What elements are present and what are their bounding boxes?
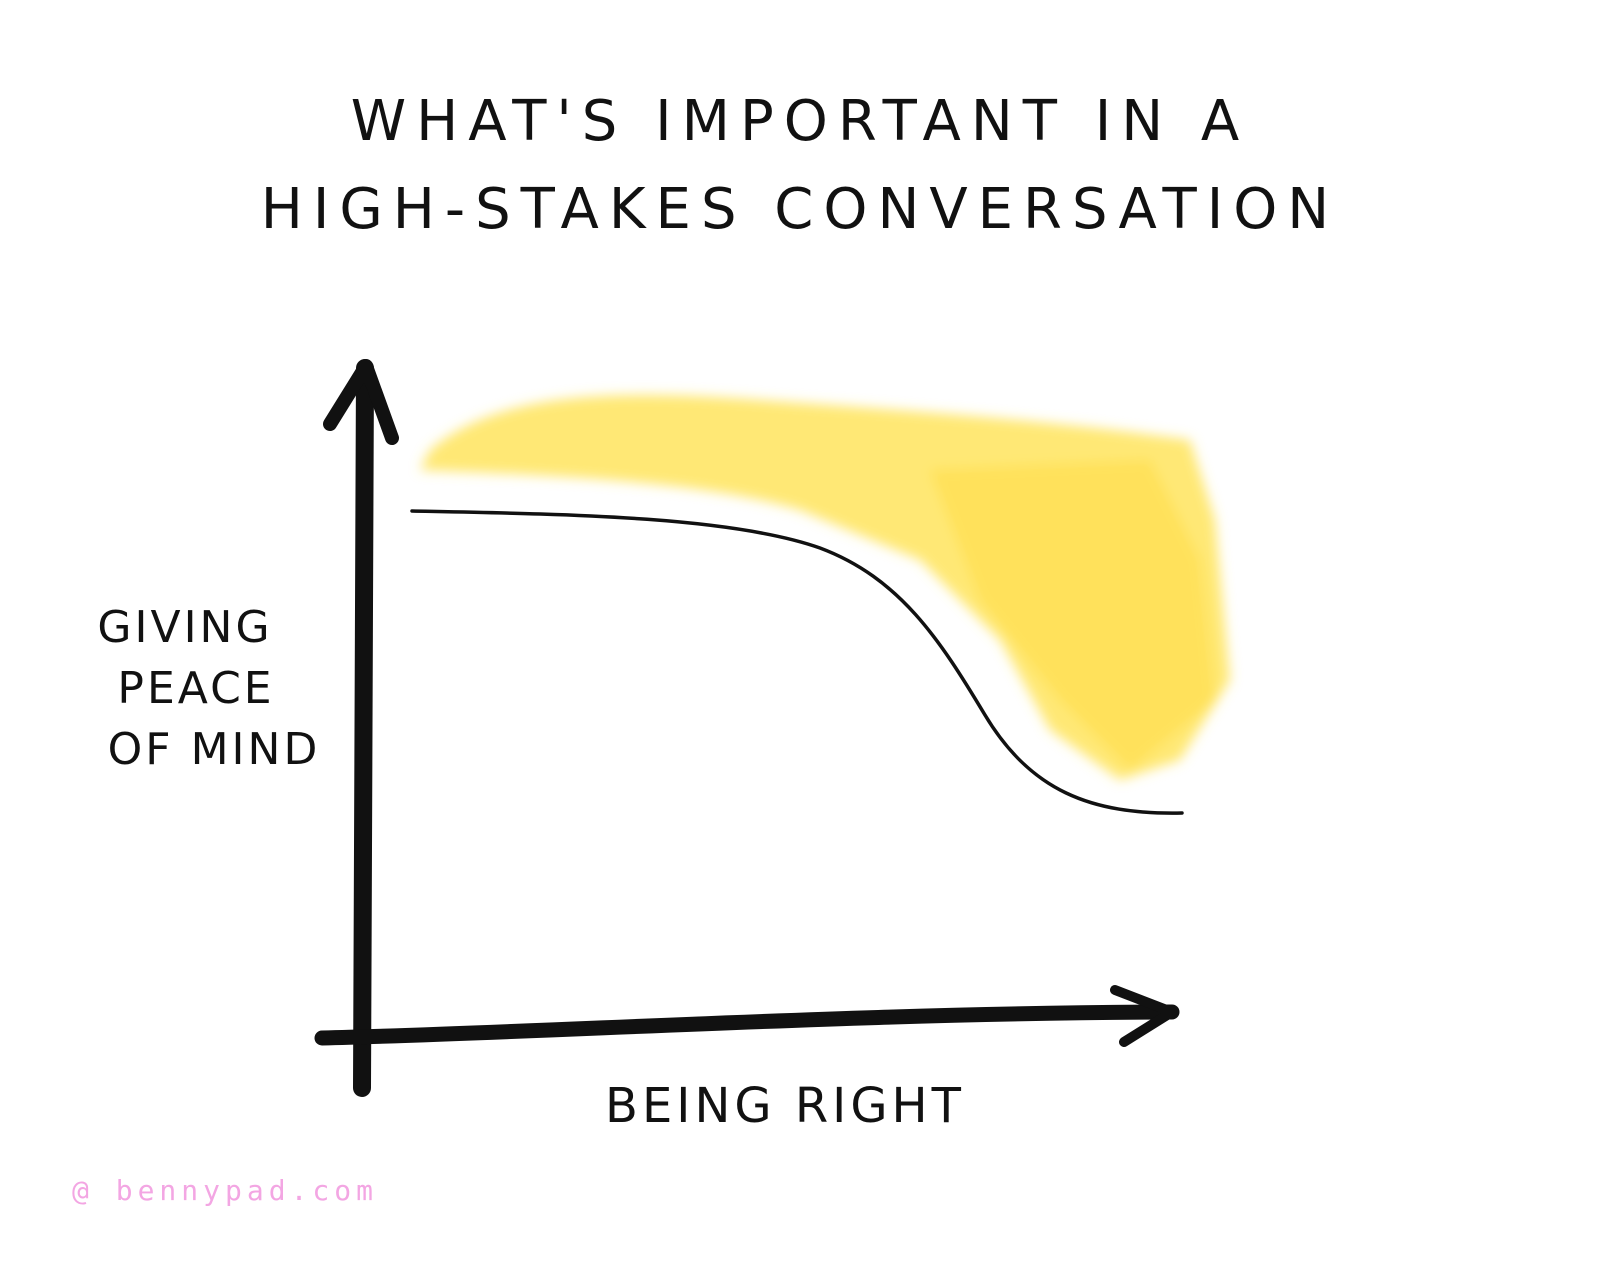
y-label-line-2: PEACE [117,663,274,714]
y-label-line-3: OF MIND [108,724,321,775]
highlight-band [420,395,1230,780]
x-axis-label: BEING RIGHT [605,1078,965,1134]
x-axis-arrowhead [1110,985,1177,1047]
credit-text: @ bennypad.com [72,1174,378,1207]
title-line-2: HIGH-STAKES CONVERSATION [261,177,1339,242]
y-axis [323,359,399,1097]
y-axis-arrowhead [323,359,399,445]
x-axis [314,985,1180,1047]
title-line-1: WHAT'S IMPORTANT IN A [351,89,1250,154]
y-label-line-1: GIVING [97,602,272,653]
y-axis-label: GIVING PEACE OF MIND [97,602,321,775]
tradeoff-curve [410,509,1184,815]
